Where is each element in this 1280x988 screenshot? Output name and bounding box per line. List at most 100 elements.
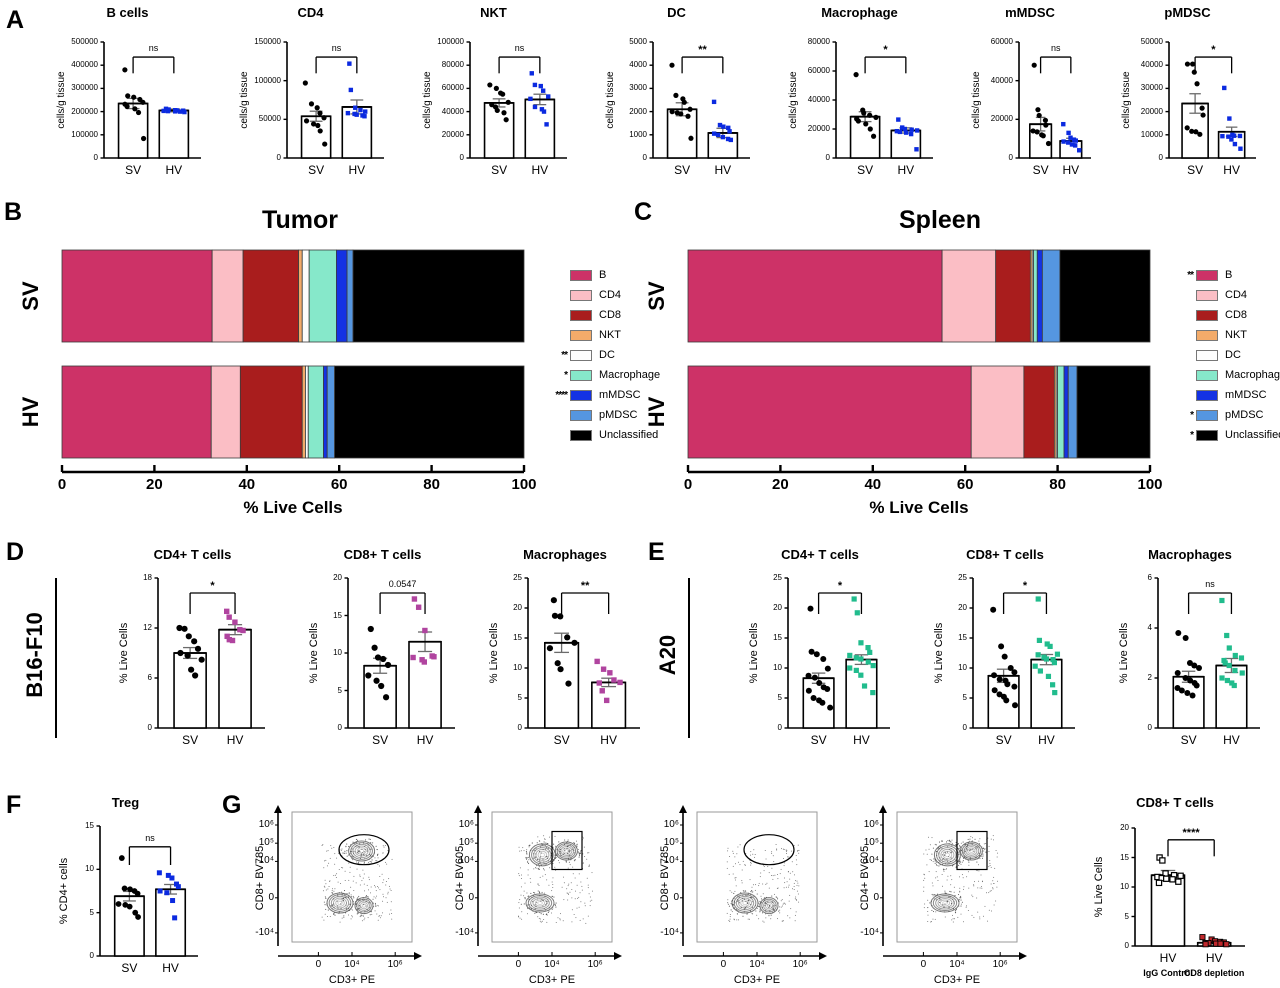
panel-a-chart-2-canvas [466,41,567,159]
panel-e-chart-2-significance: ns [1205,579,1215,589]
panel-d-chart-2-ytick: 15 [513,633,522,642]
panel-a-chart-0-ytick: 0 [93,153,98,162]
panel-d-chart-0-ytick: 18 [143,573,152,582]
panel-a-chart-3-ytick: 2000 [629,106,647,116]
panel-d-chart-2-title: Macrophages [523,547,607,562]
panel-d-chart-2-ytick: 0 [517,723,522,732]
panel-c-stacked-xtick: 0 [683,476,693,493]
panel-c-stacked-segment [995,249,1031,343]
panel-g-flow-ytick: -10⁴ [860,926,879,938]
panel-c-stacked-legend-item: Macrophage [1166,365,1280,385]
panel-g-flow-xtick: 0 [515,959,522,970]
panel-d-letter: D [6,538,25,566]
panel-b-stacked-segment [323,365,328,459]
panel-g-flow-xtick: 10⁴ [949,959,965,970]
panel-b-stacked-legend-asterisk: **** [555,389,568,401]
panel-a-chart-5-ytick: 40000 [990,75,1013,85]
panel-a-chart-4-xcat: HV [897,163,915,177]
panel-c-stacked-legend-item: DC [1166,345,1280,365]
panel-c-stacked-legend-item: CD4 [1166,285,1280,305]
panel-g-flow-ytick: -10⁴ [660,926,679,938]
panel-f-chart-xcat: HV [162,961,179,975]
panel-g-flow-ytick: 10⁶ [458,819,474,830]
panel-e-chart-2-ytick: 4 [1147,623,1152,632]
panel-a-chart-6-ytick: 40000 [1140,60,1163,70]
panel-a-chart-4-canvas [832,41,933,159]
panel-c-stacked-xtick: 20 [772,476,789,493]
panel-g-summary-chart-ytick: 10 [1120,882,1129,891]
panel-e-chart-1-xcat: HV [1038,733,1055,747]
panel-b-stacked-segment [61,249,213,343]
panel-d-chart-1-ytick: 15 [333,610,342,620]
panel-e-chart-1-ytick: 20 [958,603,967,612]
panel-g-flow-xtick: 0 [315,959,322,970]
panel-g-flow-ytick: 0 [468,891,474,903]
panel-a-chart-0-ytick: 200000 [71,106,98,116]
panel-a-chart-6-ytick: 20000 [1140,106,1163,116]
panel-g-summary-chart-title: CD8+ T cells [1136,795,1214,810]
panel-b-stacked-segment [211,249,244,343]
panel-c-stacked-legend-item: NKT [1166,325,1280,345]
panel-a-chart-4-ytick: 40000 [807,95,830,104]
panel-c-stacked-legend-swatch [1196,309,1218,321]
panel-b-stacked-legend-item: ** DC [540,345,660,365]
panel-b-stacked-segment [210,365,241,459]
panel-d-chart-1-ytick: 20 [333,573,342,582]
panel-b-stacked-segment [298,249,303,343]
panel-a-chart-5: mMDSC 0 20000 40000 60000 ns SV HV cells/g tissu… [955,5,1105,191]
panel-b-stacked-legend-asterisk: * [564,369,568,381]
panel-b-stacked-legend-label: DC [599,349,615,361]
panel-a-chart-4-ytick: 60000 [807,66,830,75]
panel-e-chart-0: CD4+ T cells 0 5 10 15 20 25 * SV HV% Live Cells [730,547,910,763]
panel-e-chart-2-xcat: HV [1223,733,1240,747]
panel-b-stacked-legend-label: Macrophage [599,369,661,381]
panel-b-stacked-legend-label: mMDSC [599,389,641,401]
panel-g-flow-ytick: 10⁵ [863,837,879,849]
panel-d-chart-0-significance: * [210,580,215,592]
panel-c-stacked-legend-swatch [1196,329,1218,341]
panel-g-summary-chart: CD8+ T cells 0 5 10 15 20 **** HV HV IgG Control C… [1075,795,1275,988]
panel-a-chart-2-ytick: 0 [459,153,464,162]
panel-d-rule [55,578,57,738]
panel-a-chart-6: pMDSC 0 10000 20000 30000 40000 50000 * SV HV cell… [1105,5,1270,191]
panel-d-chart-0-ytick: 0 [147,723,152,732]
panel-e-chart-0-significance: * [837,580,843,592]
panel-a-chart-1-xcat: SV [308,163,325,177]
panel-a-chart-1-significance: ns [331,43,342,54]
panel-b-stacked-xtick: 20 [146,476,163,493]
panel-a-chart-4-xcat: SV [857,163,874,177]
panel-c-stacked-legend-swatch [1196,389,1218,401]
panel-b-stacked-xtick: 0 [57,476,67,493]
panel-a-chart-1-xcat: HV [348,163,366,177]
panel-a-chart-1-ytick: 150000 [254,37,281,46]
panel-b-stacked-legend-label: B [599,269,607,281]
panel-c-stacked-xtick: 100 [1137,476,1163,493]
panel-a-chart-6-xcat: SV [1187,163,1204,177]
panel-e-chart-0-xcat: HV [853,733,870,747]
panel-b-stacked-segment [301,249,310,343]
panel-b-stacked-segment [305,365,309,459]
panel-a-chart-6-ytick: 10000 [1140,129,1163,139]
panel-g-flow-xtick: 0 [920,959,927,970]
panel-c-title: Spleen [899,206,981,234]
panel-c-stacked: SV HV 0 20 40 60 80 100% Live Cells ** B CD4 CD8 NKT… [644,240,1280,517]
panel-a-chart-0-canvas [100,41,201,159]
panel-g-flow-xtick: 0 [720,959,727,970]
panel-a-chart-2: NKT 0 20000 40000 60000 80000 100000 ns SV HV cell… [406,5,581,191]
panel-a-chart-6-title: pMDSC [1164,5,1211,20]
panel-f-chart-title: Treg [111,795,140,810]
panel-g-flow-ytick: 0 [673,891,679,903]
panel-g-flow-ytick: -10⁴ [255,926,274,938]
panel-f-chart: Treg 0 5 10 15 ns SV HV% CD4+ cells [38,795,213,986]
panel-d-chart-2-ytick: 5 [517,693,522,702]
panel-c-stacked-segment [970,365,1025,459]
panel-c-stacked-segment [687,249,943,343]
panel-c-stacked-segment [1023,365,1055,459]
panel-a-chart-0-ytick: 400000 [71,60,98,70]
panel-b-stacked-legend-swatch [570,289,592,301]
panel-b-stacked-legend-label: pMDSC [599,409,638,421]
panel-c-stacked-legend-asterisk: * [1190,409,1194,421]
panel-g-flow-xtick: 10⁶ [792,959,808,970]
panel-g-flow-ytick: 10⁵ [663,837,679,849]
panel-b-stacked-segment [301,365,306,459]
